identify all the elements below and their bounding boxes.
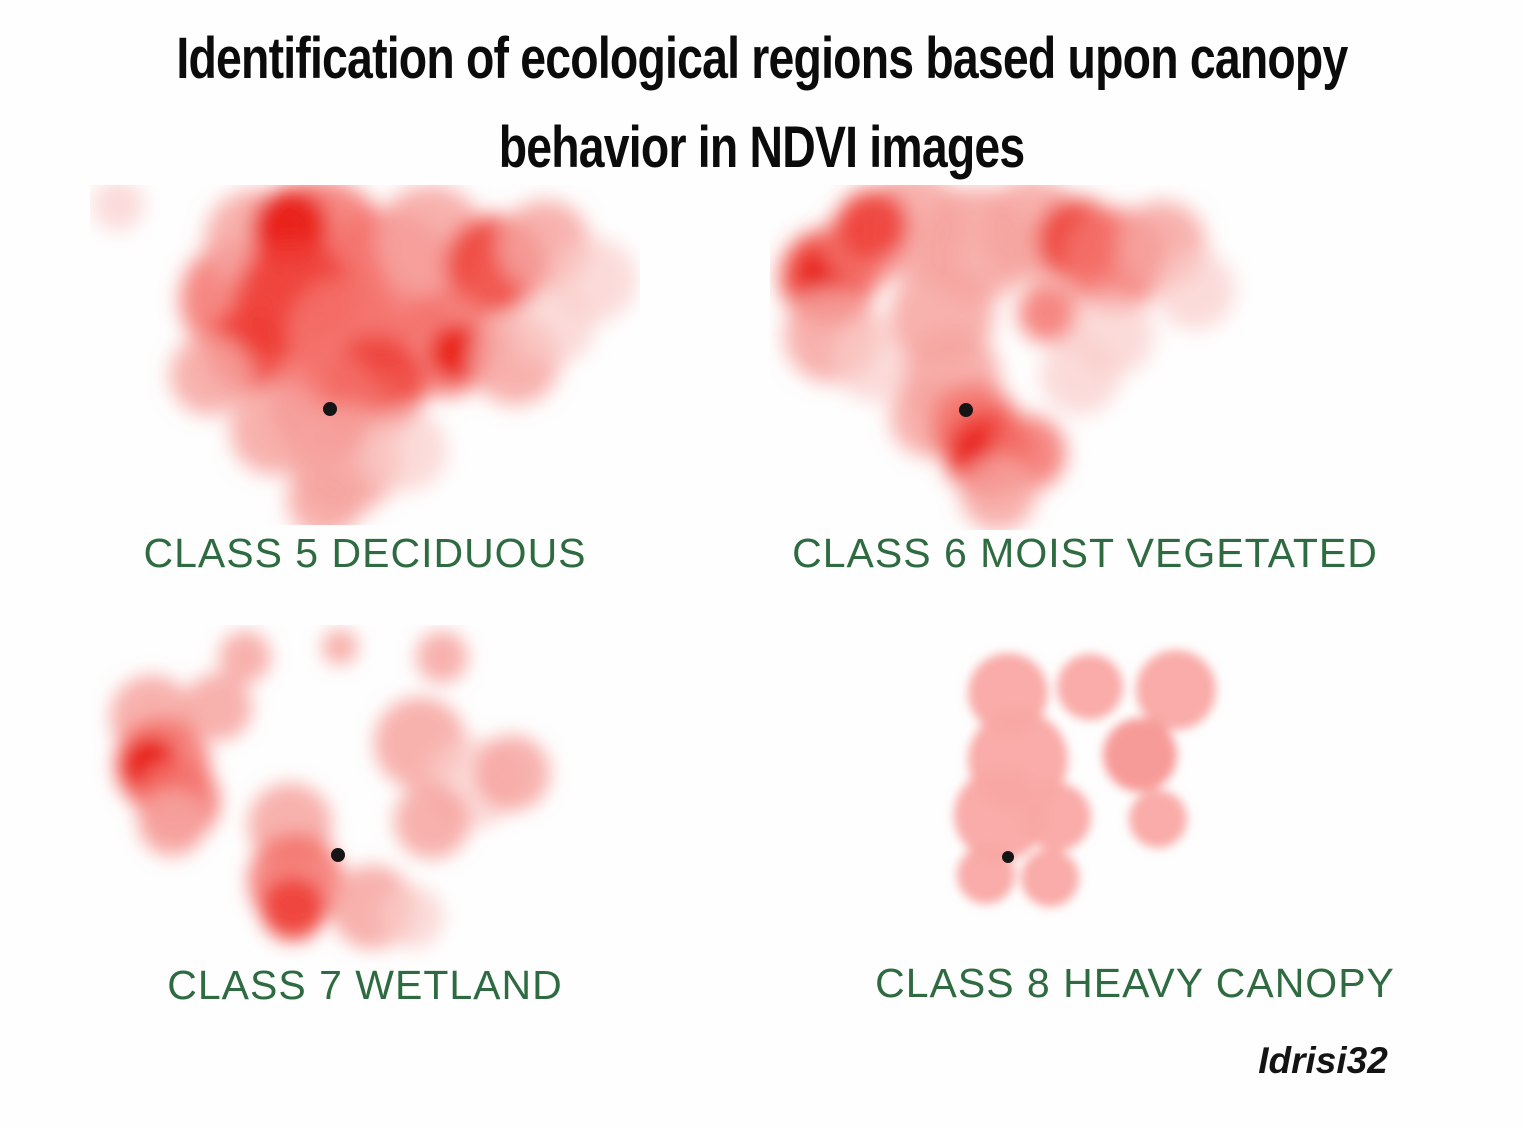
class-7-wetland-sample-point-dot [331, 848, 345, 862]
class-7-wetland-heat-blob [380, 885, 444, 949]
label-class-5-deciduous: CLASS 5 DECIDUOUS [143, 530, 587, 576]
class-8-heavy-canopy-heat-blob [1129, 790, 1187, 848]
class-5-deciduous-heatmap-svg [92, 185, 637, 525]
class-5-deciduous-heat-blob [363, 408, 447, 492]
class-7-wetland-heat-blob [322, 629, 358, 665]
heatmap-class-6-moist-vegetated [770, 185, 1400, 530]
idrisi32-watermark: Idrisi32 [1258, 1040, 1388, 1081]
class-7-wetland-heat-blob [261, 877, 325, 941]
slide-title-line-2-text: behavior in NDVI images [499, 115, 1025, 180]
class-5-deciduous-sample-point-dot [323, 402, 337, 416]
class-8-heavy-canopy-blob-group [954, 650, 1216, 907]
class-7-wetland-heat-blob [184, 673, 252, 741]
class-6-moist-vegetated-heat-blob [1018, 283, 1078, 343]
class-7-wetland-blob-group [110, 629, 550, 949]
class-6-moist-vegetated-heat-blob [960, 455, 1036, 530]
heatmap-class-8-heavy-canopy [850, 625, 1420, 965]
class-5-deciduous-heat-blob [92, 185, 144, 231]
class-8-heavy-canopy-heat-blob [1023, 783, 1091, 851]
class-6-moist-vegetated-heat-blob [837, 189, 909, 261]
class-8-heavy-canopy-heatmap-svg [954, 650, 1216, 907]
class-5-deciduous-blob-group [92, 185, 637, 525]
class-6-moist-vegetated-heatmap-svg [780, 185, 1235, 530]
slide-title-line-1-text: Identification of ecological regions bas… [176, 26, 1348, 91]
class-8-heavy-canopy-heat-blob [954, 769, 1046, 861]
class-6-moist-vegetated-sample-point-dot [959, 403, 973, 417]
class-7-wetland-heat-blob [394, 783, 470, 859]
class-8-heavy-canopy-heat-blob [1136, 650, 1216, 730]
class-8-heavy-canopy-heat-blob [1057, 654, 1123, 720]
class-7-wetland-heat-blob [474, 735, 550, 811]
class-7-wetland-heat-blob [219, 631, 271, 683]
class-8-heavy-canopy-heat-blob [1021, 849, 1079, 907]
class-7-wetland-heat-blob [138, 789, 206, 857]
class-7-wetland-heat-blob [416, 631, 468, 683]
class-7-wetland-heatmap-svg [110, 629, 550, 949]
class-5-deciduous-heat-blob [515, 285, 595, 365]
class-8-heavy-canopy-heat-blob [957, 846, 1015, 904]
class-5-deciduous-heat-blob [287, 462, 363, 525]
class-5-deciduous-heat-blob [170, 335, 250, 415]
label-class-8-heavy-canopy: CLASS 8 HEAVY CANOPY [875, 960, 1395, 1006]
slide-title-line-2: behavior in NDVI images [0, 111, 1524, 200]
class-6-moist-vegetated-heat-blob [1155, 250, 1235, 330]
class-8-heavy-canopy-sample-point-dot [1002, 851, 1014, 863]
heatmap-class-7-wetland [90, 625, 640, 970]
class-6-moist-vegetated-blob-group [780, 185, 1235, 530]
class-6-moist-vegetated-heat-blob [1040, 335, 1120, 415]
label-class-7-wetland: CLASS 7 WETLAND [167, 962, 563, 1008]
slide-title: Identification of ecological regions bas… [0, 22, 1524, 200]
class-8-heavy-canopy-heat-blob [1103, 718, 1177, 792]
label-class-6-moist-vegetated: CLASS 6 MOIST VEGETATED [792, 530, 1378, 576]
heatmap-class-5-deciduous [90, 185, 640, 525]
slide-title-line-1: Identification of ecological regions bas… [0, 22, 1524, 111]
